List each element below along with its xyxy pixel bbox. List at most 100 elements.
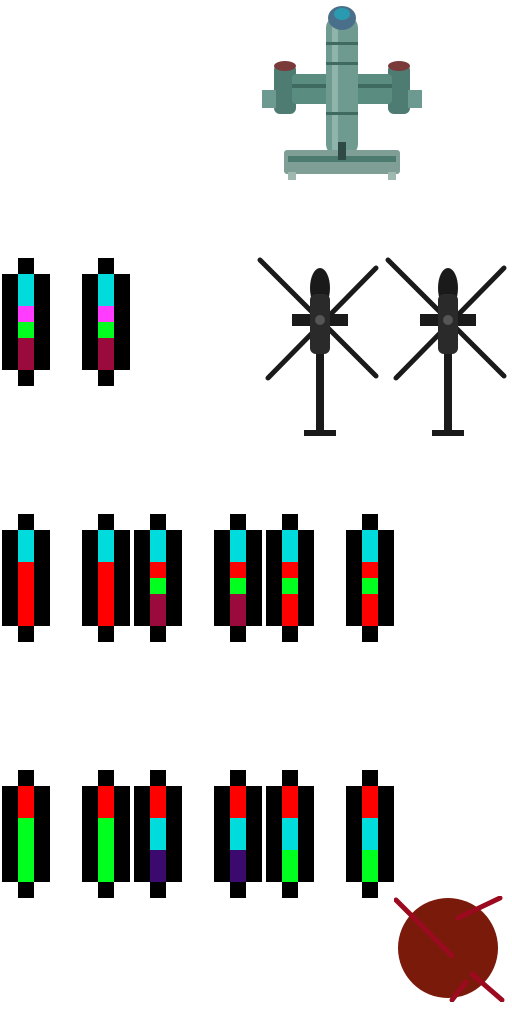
bar-segment-purple bbox=[150, 866, 166, 882]
bar-cap-bottom bbox=[362, 882, 378, 898]
bar-cap-bottom bbox=[230, 882, 246, 898]
bar-segment-green bbox=[18, 322, 34, 338]
health-bar-sprite bbox=[214, 770, 262, 898]
bar-segment-maroon bbox=[18, 354, 34, 370]
health-bar-sprite bbox=[214, 514, 262, 642]
bar-segment-purple bbox=[230, 850, 246, 866]
bar-segment-magenta bbox=[98, 306, 114, 322]
bar-cap-bottom bbox=[282, 626, 298, 642]
bar-segment-green bbox=[150, 578, 166, 594]
bar-segment-cyan bbox=[230, 530, 246, 546]
bar-segment-cyan bbox=[150, 546, 166, 562]
health-bar-sprite bbox=[346, 770, 394, 898]
bar-segment-red bbox=[98, 562, 114, 578]
bar-segment-red bbox=[150, 802, 166, 818]
bar-segment-red bbox=[18, 786, 34, 802]
helicopter-sprite-1 bbox=[256, 254, 386, 446]
health-bar-sprite bbox=[2, 258, 50, 386]
bar-segment-green bbox=[230, 578, 246, 594]
bar-segment-red bbox=[282, 594, 298, 610]
bar-cap-top bbox=[98, 770, 114, 786]
bar-segment-cyan bbox=[230, 818, 246, 834]
bar-cap-top bbox=[18, 770, 34, 786]
bar-cap-bottom bbox=[98, 626, 114, 642]
bar-segment-green bbox=[362, 578, 378, 594]
bar-cap-top bbox=[150, 770, 166, 786]
bar-segment-red bbox=[18, 610, 34, 626]
bar-segment-green bbox=[18, 866, 34, 882]
bar-segment-red bbox=[98, 786, 114, 802]
bar-cap-top bbox=[282, 770, 298, 786]
bar-segment-cyan bbox=[98, 290, 114, 306]
bar-segment-cyan bbox=[230, 546, 246, 562]
bar-segment-red bbox=[18, 578, 34, 594]
bar-segment-green bbox=[18, 834, 34, 850]
bar-segment-green bbox=[98, 322, 114, 338]
bar-segment-red bbox=[282, 786, 298, 802]
bar-segment-cyan bbox=[150, 530, 166, 546]
bar-cap-bottom bbox=[18, 370, 34, 386]
bar-segment-green bbox=[18, 818, 34, 834]
bar-cap-top bbox=[98, 258, 114, 274]
bar-segment-maroon bbox=[18, 338, 34, 354]
bar-segment-red bbox=[362, 594, 378, 610]
bar-cap-bottom bbox=[18, 882, 34, 898]
bar-segment-cyan bbox=[150, 834, 166, 850]
health-bar-sprite bbox=[134, 770, 182, 898]
bar-segment-green bbox=[362, 850, 378, 866]
bar-cap-bottom bbox=[150, 882, 166, 898]
bar-segment-cyan bbox=[282, 546, 298, 562]
helicopter-icon bbox=[257, 257, 379, 436]
bar-segment-green bbox=[98, 834, 114, 850]
bar-cap-top bbox=[282, 514, 298, 530]
bar-segment-cyan bbox=[362, 530, 378, 546]
bar-segment-maroon bbox=[98, 354, 114, 370]
bar-segment-red bbox=[230, 802, 246, 818]
health-bar-sprite bbox=[82, 770, 130, 898]
bar-segment-red bbox=[282, 610, 298, 626]
health-bar-sprite bbox=[2, 770, 50, 898]
bar-segment-cyan bbox=[98, 546, 114, 562]
bar-segment-maroon bbox=[230, 594, 246, 610]
bar-segment-maroon bbox=[150, 610, 166, 626]
bar-segment-red bbox=[18, 562, 34, 578]
bar-cap-top bbox=[98, 514, 114, 530]
bar-cap-bottom bbox=[362, 626, 378, 642]
bar-cap-top bbox=[150, 514, 166, 530]
bar-segment-cyan bbox=[282, 834, 298, 850]
gunship-sprite bbox=[252, 2, 432, 184]
health-bar-sprite bbox=[266, 514, 314, 642]
bar-segment-red bbox=[282, 802, 298, 818]
bar-segment-red bbox=[362, 786, 378, 802]
bar-cap-bottom bbox=[230, 626, 246, 642]
bar-segment-red bbox=[362, 802, 378, 818]
bar-segment-green bbox=[362, 866, 378, 882]
health-bar-sprite bbox=[82, 258, 130, 386]
bar-segment-green bbox=[282, 850, 298, 866]
bar-cap-bottom bbox=[282, 882, 298, 898]
bar-segment-cyan bbox=[282, 818, 298, 834]
bar-segment-red bbox=[230, 562, 246, 578]
bar-cap-bottom bbox=[18, 626, 34, 642]
bar-segment-red bbox=[362, 562, 378, 578]
bar-segment-cyan bbox=[18, 530, 34, 546]
bar-segment-green bbox=[282, 578, 298, 594]
bar-cap-top bbox=[362, 770, 378, 786]
bar-segment-red bbox=[98, 578, 114, 594]
bar-segment-purple bbox=[150, 850, 166, 866]
bar-cap-top bbox=[18, 514, 34, 530]
helicopter-icon bbox=[385, 257, 507, 436]
bar-segment-red bbox=[98, 802, 114, 818]
mine-icon bbox=[394, 896, 505, 1002]
bar-segment-maroon bbox=[98, 338, 114, 354]
bar-segment-green bbox=[98, 850, 114, 866]
health-bar-sprite bbox=[2, 514, 50, 642]
bar-cap-bottom bbox=[98, 370, 114, 386]
bar-segment-red bbox=[230, 786, 246, 802]
bar-segment-cyan bbox=[362, 834, 378, 850]
mine-sprite bbox=[394, 896, 506, 1002]
bar-segment-green bbox=[282, 866, 298, 882]
bar-segment-purple bbox=[230, 866, 246, 882]
bar-segment-cyan bbox=[362, 546, 378, 562]
bar-segment-green bbox=[18, 850, 34, 866]
